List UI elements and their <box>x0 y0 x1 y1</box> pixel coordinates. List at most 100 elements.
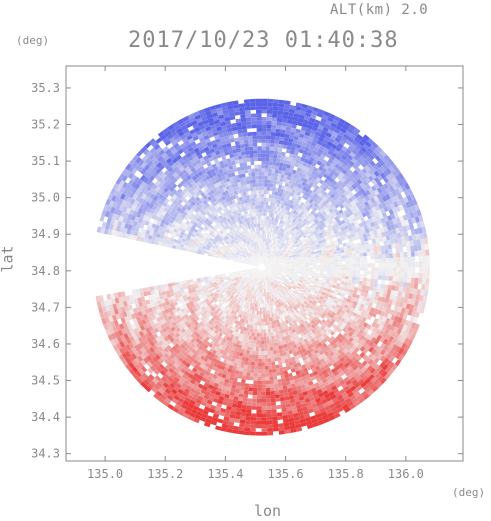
radar-bin <box>241 258 245 261</box>
radar-bin <box>241 203 245 208</box>
radar-bin <box>254 358 259 363</box>
radar-bin <box>270 290 273 295</box>
radar-bin <box>239 314 243 319</box>
radar-bin <box>174 225 180 230</box>
radar-bin <box>224 174 229 179</box>
radar-bin <box>146 166 153 173</box>
radar-bin <box>211 296 216 300</box>
radar-bin <box>190 284 195 288</box>
radar-bin <box>268 275 272 278</box>
radar-bin <box>248 240 252 245</box>
radar-bin <box>200 232 205 237</box>
radar-bin <box>149 169 156 176</box>
radar-bin <box>312 307 317 312</box>
radar-bin <box>151 223 157 229</box>
radar-bin <box>404 344 411 352</box>
radar-bin <box>285 331 289 336</box>
radar-bin <box>134 344 141 352</box>
radar-bin <box>260 281 262 286</box>
radar-bin <box>218 202 223 207</box>
radar-bin <box>237 225 241 230</box>
radar-bin <box>249 320 252 325</box>
radar-bin <box>318 279 323 283</box>
radar-bin <box>275 271 280 273</box>
radar-bin <box>304 276 309 279</box>
radar-bin <box>217 233 222 237</box>
radar-bin <box>354 322 360 328</box>
radar-bin <box>288 285 292 289</box>
radar-bin <box>236 286 240 290</box>
radar-bin <box>232 228 236 233</box>
radar-bin <box>303 279 308 282</box>
radar-bin <box>270 273 274 276</box>
radar-bin <box>290 267 295 269</box>
radar-bin <box>250 257 254 261</box>
radar-bin <box>250 268 255 271</box>
radar-bin <box>321 398 328 405</box>
radar-bin <box>378 368 385 375</box>
radar-bin <box>253 306 256 311</box>
radar-bin <box>220 329 225 334</box>
radar-bin <box>185 227 191 232</box>
radar-bin <box>310 289 315 293</box>
radar-bin <box>266 280 269 285</box>
radar-bin <box>288 305 292 310</box>
radar-bin <box>205 218 210 223</box>
radar-bin <box>312 422 320 428</box>
radar-bin <box>247 240 251 245</box>
radar-bin <box>253 380 258 385</box>
radar-bin <box>216 241 221 245</box>
radar-bin <box>205 336 210 342</box>
radar-bin <box>239 419 246 424</box>
radar-bin <box>133 328 139 335</box>
radar-bin <box>150 239 155 245</box>
radar-bin <box>224 327 229 332</box>
radar-bin <box>256 262 259 265</box>
radar-bin <box>287 387 293 393</box>
radar-bin <box>255 343 259 348</box>
radar-bin <box>234 392 240 397</box>
radar-bin <box>185 338 191 344</box>
radar-bin <box>273 316 277 321</box>
radar-bin <box>232 297 236 301</box>
radar-bin <box>354 367 361 374</box>
radar-bin <box>174 294 179 299</box>
radar-bin <box>275 269 280 271</box>
radar-bin <box>312 274 316 277</box>
radar-bin <box>229 257 234 260</box>
radar-bin <box>206 141 213 147</box>
radar-bin <box>257 391 262 396</box>
radar-bin <box>278 334 282 339</box>
radar-bin <box>245 284 248 288</box>
radar-bin <box>267 291 270 296</box>
radar-bin <box>173 394 180 401</box>
radar-bin <box>276 268 280 270</box>
radar-bin <box>138 301 144 307</box>
radar-bin <box>421 301 427 308</box>
radar-bin <box>263 269 267 273</box>
radar-bin <box>259 274 261 278</box>
radar-bin <box>193 293 198 297</box>
radar-bin <box>101 209 107 217</box>
radar-bin <box>274 342 279 347</box>
radar-bin <box>193 178 200 184</box>
radar-bin <box>216 141 222 147</box>
radar-bin <box>271 320 274 325</box>
radar-bin <box>201 247 206 251</box>
radar-bin <box>220 316 225 321</box>
radar-bin <box>179 406 186 413</box>
radar-bin <box>300 276 305 280</box>
radar-bin <box>242 295 245 299</box>
radar-bin <box>225 219 230 224</box>
radar-bin <box>171 183 178 189</box>
radar-bin <box>152 333 159 339</box>
radar-bin <box>242 256 246 259</box>
radar-bin <box>185 237 191 241</box>
radar-bin <box>206 415 213 421</box>
radar-bin <box>159 295 164 300</box>
radar-bin <box>230 410 237 415</box>
radar-bin <box>185 220 191 226</box>
radar-bin <box>359 295 364 300</box>
radar-bin <box>361 300 366 305</box>
radar-bin <box>213 362 219 368</box>
